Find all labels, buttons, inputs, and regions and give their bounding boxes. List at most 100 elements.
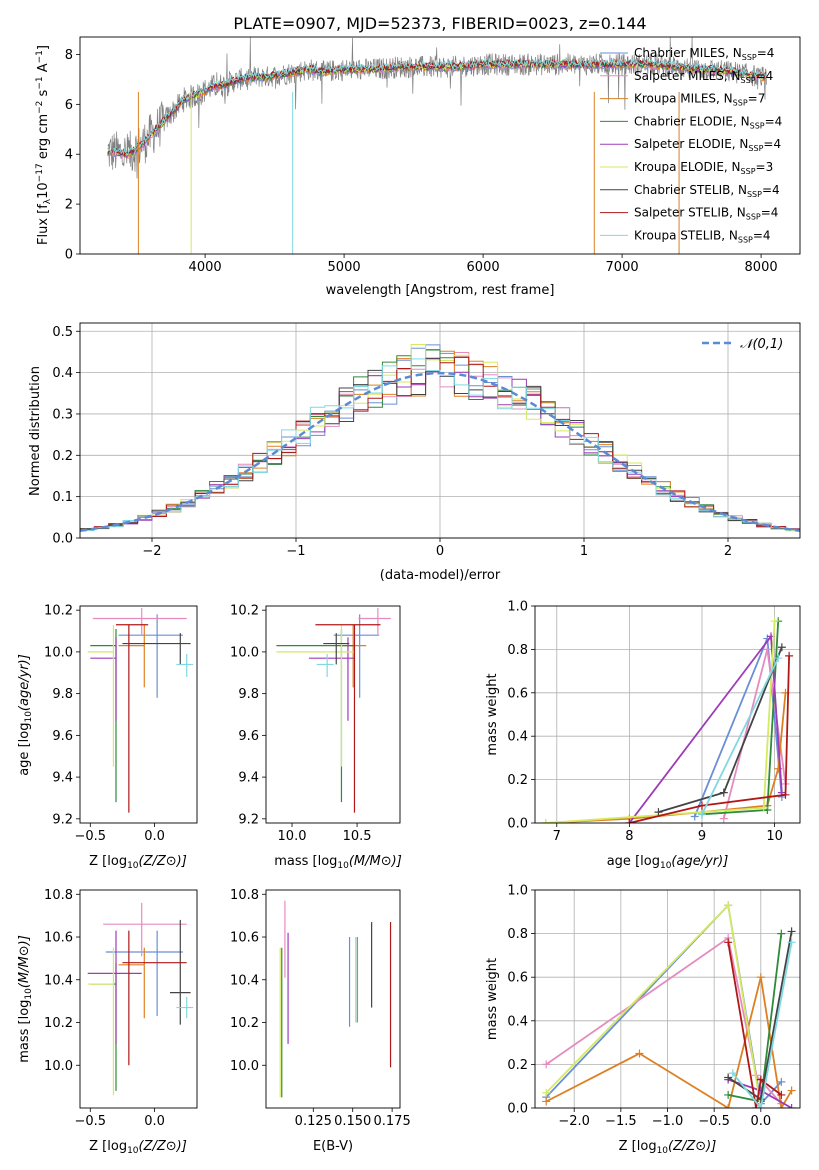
age-vs-mass-panel-marks — [276, 608, 391, 813]
y-tick-label: 10.6 — [44, 931, 73, 946]
age-vs-Z-panel: −0.5 0.0 9.2 9.4 9.6 9.8 10.0 10.2 — [44, 604, 198, 844]
weight-marker — [759, 803, 768, 812]
x-tick-label: −2.0 — [558, 1114, 590, 1129]
x-tick-label: 0.0 — [750, 1114, 771, 1129]
y-tick-label: 9.2 — [238, 812, 259, 827]
weight-marker — [728, 1069, 737, 1078]
x-axis-label: wavelength [Angstrom, rest frame] — [326, 283, 555, 298]
mass-vs-Z-panel-marks — [87, 902, 194, 1096]
x-tick-label: 10.5 — [343, 829, 372, 844]
legend-entry: Kroupa STELIB, NSSP=4 — [634, 228, 771, 244]
weight-marker — [777, 929, 786, 938]
y-tick-label: 0.4 — [507, 1014, 528, 1029]
residual-histogram-panel: −2 −1 0 1 2 0.0 0.1 0.2 0.3 0.4 0.5 (data-model)/er… — [28, 322, 801, 583]
histogram-step — [80, 356, 800, 531]
axes-frame — [265, 605, 401, 824]
y-tick-label: 0 — [65, 248, 73, 263]
weight-marker — [542, 1060, 551, 1069]
weight-marker — [724, 901, 733, 910]
y-tick-label: 10.0 — [44, 1059, 73, 1074]
weight-marker — [654, 808, 663, 817]
massweight-vs-Z-panel-marks — [542, 901, 796, 1108]
x-tick-label: 0.0 — [144, 829, 165, 844]
y-tick-label: 9.8 — [238, 687, 259, 702]
x-tick-label: −0.5 — [74, 829, 106, 844]
x-tick-label: 6000 — [467, 260, 500, 275]
massweight-vs-age-panel: 7 8 9 10 0.0 0.2 0.4 0.6 0.8 1.0 mass weight age [l… — [485, 600, 801, 871]
weight-line — [732, 942, 793, 1108]
weight-marker — [777, 1104, 786, 1108]
weight-marker — [719, 788, 728, 797]
y-tick-label: 8 — [65, 48, 73, 63]
x-axis-label: Z [log10(Z/Z⊙)] — [89, 854, 187, 871]
x-tick-label: −0.5 — [74, 1114, 106, 1129]
legend-entry: Kroupa MILES, NSSP=7 — [634, 92, 765, 108]
legend-entry: Salpeter STELIB, NSSP=4 — [634, 206, 778, 222]
y-tick-label: 2 — [65, 198, 73, 213]
weight-marker — [756, 1075, 765, 1084]
x-tick-label: 9 — [698, 829, 706, 844]
y-axis-label: mass weight — [485, 673, 500, 755]
weight-line — [545, 936, 782, 1105]
y-tick-label: 9.6 — [238, 729, 259, 744]
y-tick-label: 0.3 — [52, 407, 73, 422]
y-tick-label: 0.2 — [507, 1058, 528, 1073]
x-tick-label: 8 — [625, 829, 633, 844]
weight-marker — [787, 938, 796, 947]
weight-marker — [787, 1104, 796, 1108]
x-tick-label: 0.0 — [144, 1114, 165, 1129]
legend-entry: Kroupa ELODIE, NSSP=3 — [634, 160, 773, 176]
legend-entry: Chabrier ELODIE, NSSP=4 — [634, 114, 782, 130]
axes-frame — [534, 889, 801, 1109]
y-tick-label: 9.8 — [52, 687, 73, 702]
axes-frame — [79, 322, 801, 539]
x-axis-label: E(B-V) — [313, 1139, 353, 1154]
weight-marker — [724, 938, 733, 947]
y-tick-label: 4 — [65, 148, 73, 163]
weight-marker — [763, 645, 772, 654]
x-tick-label: 0.175 — [374, 1114, 411, 1129]
weight-line — [545, 621, 776, 823]
weight-marker — [697, 801, 706, 810]
massweight-vs-age-panel-marks — [541, 617, 794, 823]
legend-entry: Salpeter MILES, NSSP=4 — [634, 69, 773, 85]
y-tick-label: 0.0 — [507, 817, 528, 832]
y-axis-label: mass weight — [485, 958, 500, 1040]
x-tick-label: 0.150 — [334, 1114, 371, 1129]
y-axis-label: mass [log10(M/M⊙)] — [17, 935, 34, 1063]
y-tick-label: 10.6 — [230, 931, 259, 946]
y-tick-label: 10.8 — [230, 888, 259, 903]
axes-frame — [79, 605, 198, 824]
legend-entry: Chabrier MILES, NSSP=4 — [634, 46, 774, 62]
weight-line — [545, 903, 782, 1106]
legend-entry: 𝒩(0,1) — [740, 337, 783, 352]
y-tick-label: 0.2 — [52, 449, 73, 464]
age-vs-Z-panel-marks — [87, 608, 194, 813]
x-tick-label: 2 — [724, 544, 732, 559]
legend-entry: Chabrier STELIB, NSSP=4 — [634, 183, 780, 199]
x-tick-label: −1 — [286, 544, 305, 559]
x-axis-label: Z [log10(Z/Z⊙)] — [89, 1139, 187, 1156]
age-vs-mass-panel: 10.0 10.5 9.2 9.4 9.6 9.8 10.0 10.2 — [230, 604, 401, 844]
weight-marker — [724, 1090, 733, 1099]
x-tick-label: 10.0 — [278, 829, 307, 844]
weight-marker — [625, 819, 634, 823]
weight-marker — [777, 1077, 786, 1086]
y-tick-label: 0.1 — [52, 490, 73, 505]
y-tick-label: 10.4 — [44, 973, 73, 988]
y-tick-label: 9.4 — [52, 771, 73, 786]
weight-marker — [777, 643, 786, 652]
x-axis-label: age [log10(age/yr)] — [607, 854, 729, 871]
y-tick-label: 10.4 — [230, 973, 259, 988]
y-tick-label: 0.8 — [507, 927, 528, 942]
x-tick-label: −1.0 — [652, 1114, 684, 1129]
x-tick-label: 8000 — [745, 260, 778, 275]
x-tick-label: 7000 — [606, 260, 639, 275]
y-tick-label: 0.4 — [507, 730, 528, 745]
residual-histogram-panel-marks — [80, 344, 800, 533]
y-tick-label: 10.0 — [230, 645, 259, 660]
weight-marker — [752, 1104, 761, 1108]
x-tick-label: 7 — [553, 829, 561, 844]
y-tick-label: 0.5 — [52, 325, 73, 340]
